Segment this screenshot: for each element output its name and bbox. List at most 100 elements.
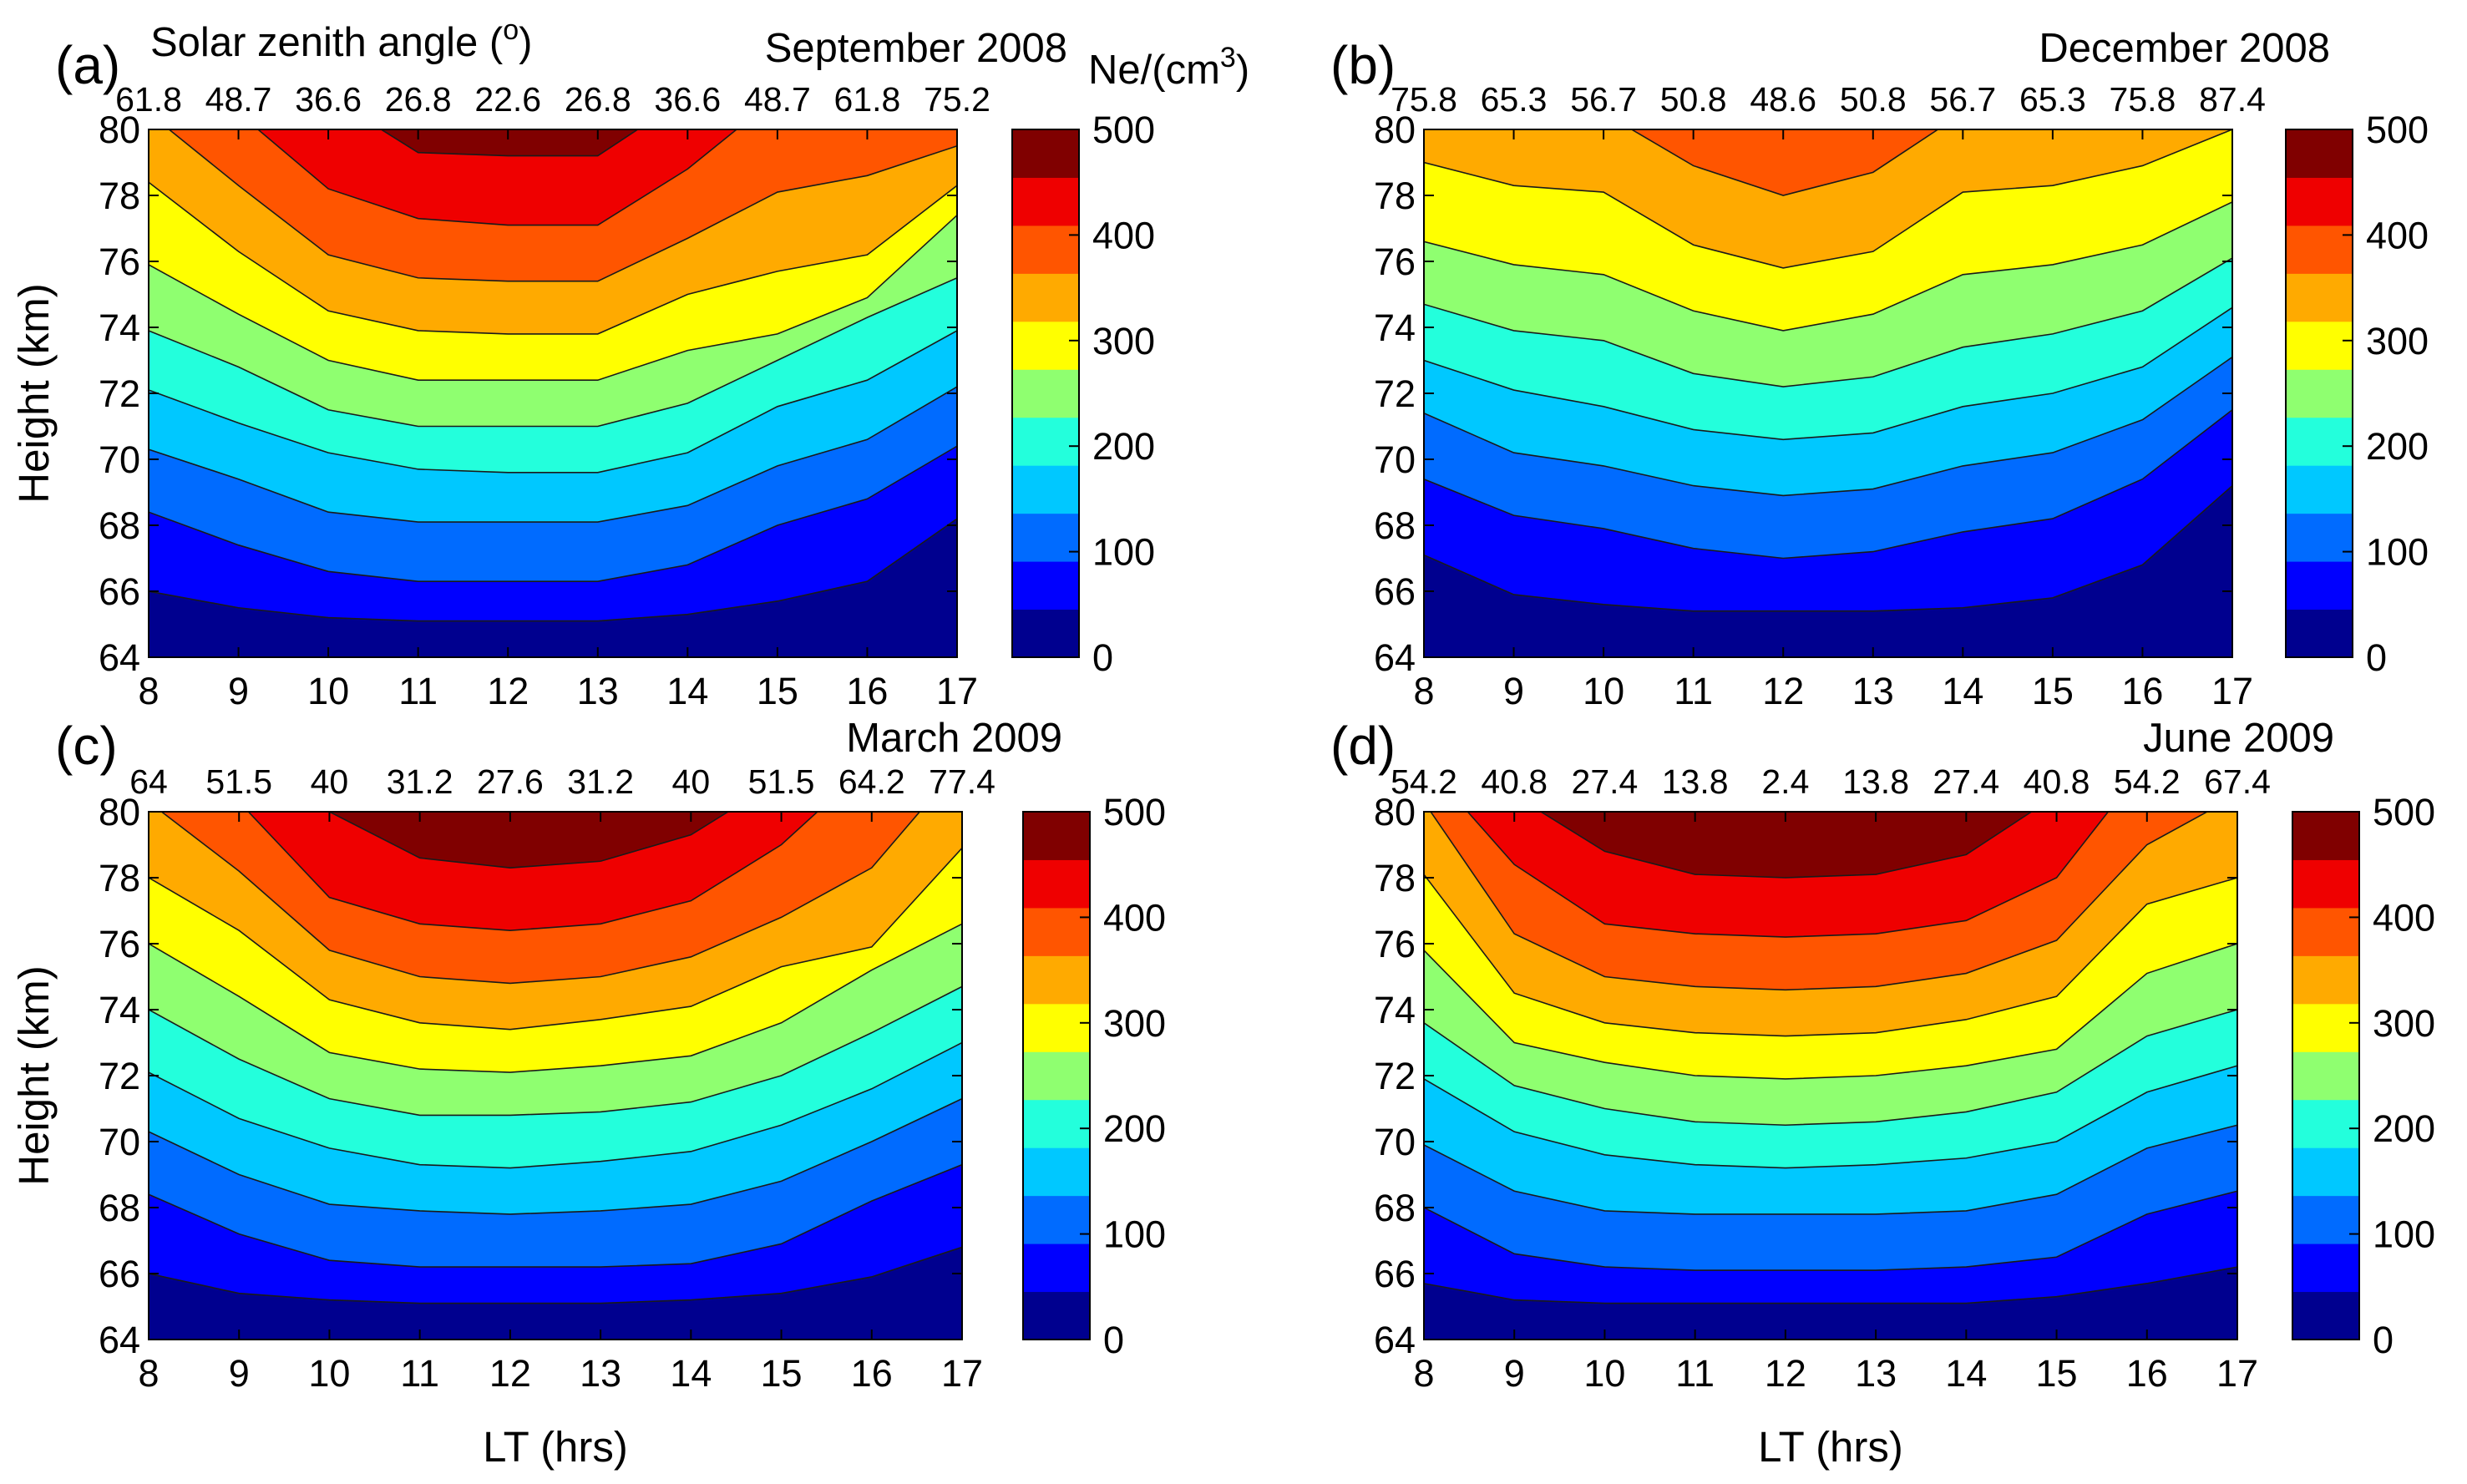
colorbar-tick-label: 300 bbox=[1092, 320, 1155, 362]
y-tick-label: 64 bbox=[1374, 1319, 1416, 1361]
sza-tick-label: 50.8 bbox=[1660, 80, 1727, 119]
sza-tick-label: 56.7 bbox=[1929, 80, 1996, 119]
sza-tick-label: 26.8 bbox=[565, 80, 631, 119]
colorbar-tick-label: 200 bbox=[1092, 425, 1155, 468]
colorbar-segment bbox=[2292, 1099, 2359, 1148]
contour-line-200 bbox=[149, 330, 957, 474]
sza-tick-label: 51.5 bbox=[748, 762, 815, 801]
colorbar-tick-label: 400 bbox=[2366, 214, 2429, 256]
contour-line-200 bbox=[1424, 306, 2232, 441]
colorbar-segment bbox=[2286, 225, 2353, 274]
colorbar-frame bbox=[1011, 129, 1080, 658]
colorbar-a-title: Ne/(cm3) bbox=[1088, 42, 1249, 93]
x-tick-label: 17 bbox=[2211, 670, 2253, 712]
sza-tick-label: 13.8 bbox=[1842, 762, 1909, 801]
x-tick-label: 12 bbox=[1765, 1352, 1806, 1395]
contour-line-200 bbox=[1424, 1065, 2237, 1169]
colorbar-tick-label: 500 bbox=[1103, 791, 1166, 833]
sza-tick-label: 36.6 bbox=[654, 80, 721, 119]
x-tick-label: 13 bbox=[577, 670, 619, 712]
colorbar-segment bbox=[1012, 465, 1079, 514]
y-tick-label: 68 bbox=[99, 1187, 140, 1229]
x-tick-label: 14 bbox=[666, 670, 708, 712]
panel-d-y-ticks: 64 66 68 70 72 74 76 78 80 bbox=[1374, 791, 2237, 1361]
x-tick-label: 16 bbox=[2126, 1352, 2168, 1395]
colorbar-segment bbox=[1023, 1099, 1090, 1148]
y-tick-label: 70 bbox=[1374, 438, 1416, 481]
colorbar-d: 0 100 200 300 400 500 bbox=[2292, 791, 2435, 1361]
colorbar-frame bbox=[2285, 129, 2353, 658]
colorbar-segment bbox=[2286, 129, 2353, 178]
contour-line-300 bbox=[1424, 201, 2232, 332]
y-tick-label: 68 bbox=[99, 504, 140, 547]
contour-line-300 bbox=[1424, 943, 2237, 1080]
sza-tick-label: 61.8 bbox=[115, 80, 182, 119]
y-tick-label: 66 bbox=[99, 1253, 140, 1295]
sza-tick-label: 75.2 bbox=[924, 80, 990, 119]
x-tick-label: 10 bbox=[1583, 670, 1624, 712]
contour-line-250 bbox=[1424, 1009, 2237, 1127]
x-tick-label: 16 bbox=[2121, 670, 2163, 712]
y-tick-label: 76 bbox=[99, 241, 140, 283]
x-tick-label: 11 bbox=[1675, 1352, 1715, 1395]
contour-line-450 bbox=[1467, 812, 2110, 938]
x-tick-label: 8 bbox=[138, 1352, 159, 1395]
y-tick-label: 74 bbox=[1374, 989, 1416, 1031]
contour-line-400 bbox=[160, 812, 921, 985]
colorbar-segment bbox=[1012, 273, 1079, 322]
sza-tick-label: 77.4 bbox=[929, 762, 995, 801]
colorbar-tick-label: 500 bbox=[2366, 109, 2429, 151]
colorbar-tick-label: 0 bbox=[2366, 636, 2387, 679]
contour-line-500 bbox=[1539, 812, 2033, 879]
y-tick-label: 76 bbox=[99, 923, 140, 965]
panel-a-ylabel: Height (km) bbox=[10, 283, 58, 504]
colorbar-segment bbox=[1012, 129, 1079, 178]
y-tick-label: 74 bbox=[99, 306, 140, 349]
sza-tick-label: 22.6 bbox=[474, 80, 541, 119]
sza-tick-label: 65.3 bbox=[2019, 80, 2086, 119]
contour-line-200 bbox=[149, 1041, 962, 1169]
y-tick-label: 64 bbox=[99, 1319, 140, 1361]
y-tick-label: 70 bbox=[99, 1121, 140, 1163]
panel-c-title: March 2009 bbox=[846, 716, 1062, 761]
contour-line-350 bbox=[149, 847, 962, 1031]
colorbar-tick-label: 0 bbox=[1103, 1319, 1124, 1361]
contour-line-300 bbox=[149, 215, 957, 381]
contour-band-8 bbox=[1631, 129, 1938, 195]
colorbar-segment bbox=[1012, 609, 1079, 658]
colorbar-tick-label: 100 bbox=[2366, 531, 2429, 574]
panel-a-contours bbox=[149, 129, 957, 657]
y-tick-label: 76 bbox=[1374, 923, 1416, 965]
y-tick-label: 80 bbox=[99, 791, 140, 833]
panel-b-x-ticks: 8 9 10 11 12 13 14 15 16 17 bbox=[1413, 129, 2253, 712]
colorbar-segment bbox=[1012, 561, 1079, 610]
sza-tick-label: 48.6 bbox=[1750, 80, 1816, 119]
colorbar-segment bbox=[1012, 369, 1079, 418]
x-tick-label: 15 bbox=[2036, 1352, 2078, 1395]
colorbar-segment bbox=[2292, 955, 2359, 1005]
sza-tick-label: 31.2 bbox=[567, 762, 634, 801]
colorbar-segment bbox=[2286, 513, 2353, 562]
contour-line-100 bbox=[149, 1163, 962, 1268]
contour-line-100 bbox=[1424, 409, 2232, 560]
sza-tick-label: 31.2 bbox=[387, 762, 453, 801]
colorbar-segment bbox=[2292, 812, 2359, 860]
y-tick-label: 70 bbox=[99, 438, 140, 481]
x-tick-label: 14 bbox=[1945, 1352, 1987, 1395]
sza-tick-label: 40.8 bbox=[1481, 762, 1548, 801]
panel-a-title: September 2008 bbox=[765, 26, 1067, 71]
y-tick-label: 80 bbox=[99, 109, 140, 151]
contour-line-50 bbox=[149, 1246, 962, 1304]
panel-b: 64 66 68 70 72 74 76 78 80 8 9 10 11 12 13 14 15 16 17 75… bbox=[1330, 26, 2429, 712]
colorbar-segment bbox=[1012, 225, 1079, 274]
contour-line-50 bbox=[149, 518, 957, 622]
x-tick-label: 8 bbox=[1413, 1352, 1434, 1395]
sza-tick-label: 2.4 bbox=[1761, 762, 1809, 801]
y-tick-label: 66 bbox=[99, 570, 140, 613]
panel-a-x-ticks: 8 9 10 11 12 13 14 15 16 17 bbox=[138, 129, 978, 712]
colorbar-segment bbox=[2292, 1003, 2359, 1052]
x-tick-label: 16 bbox=[846, 670, 888, 712]
y-tick-label: 66 bbox=[1374, 1253, 1416, 1295]
y-tick-label: 68 bbox=[1374, 504, 1416, 547]
